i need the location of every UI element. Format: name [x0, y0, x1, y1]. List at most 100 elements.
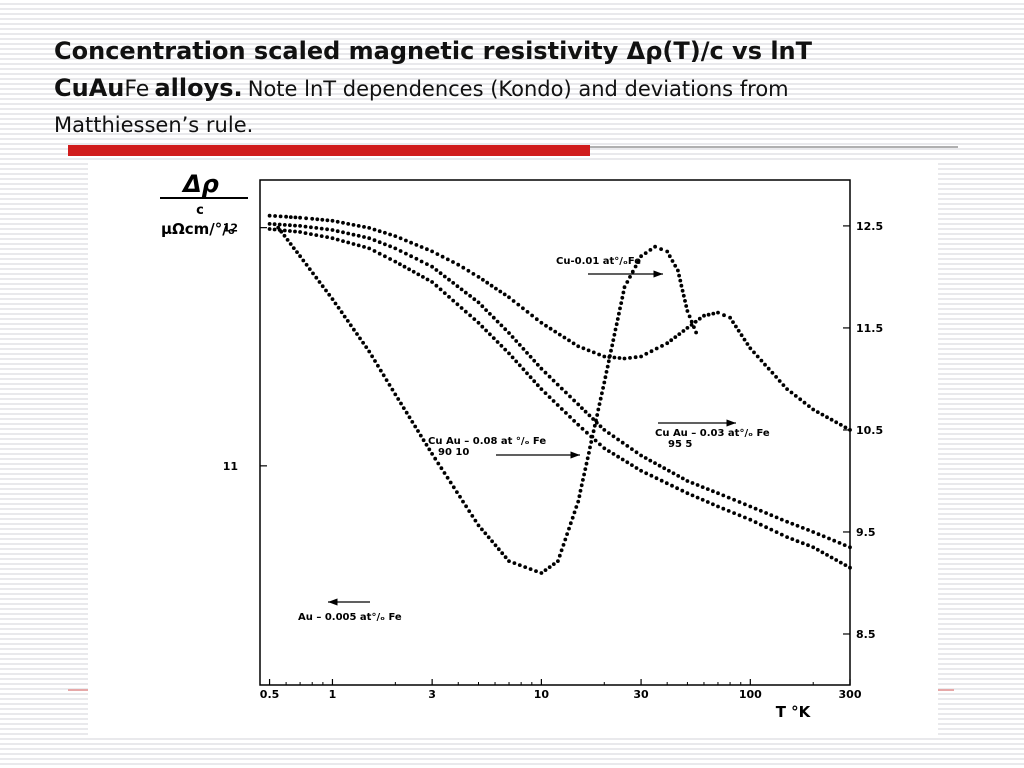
data-point: [662, 466, 667, 471]
data-point: [617, 356, 622, 360]
data-point: [383, 242, 387, 247]
data-point: [293, 215, 298, 220]
data-point: [690, 493, 695, 498]
data-point: [848, 428, 852, 432]
data-point: [279, 229, 284, 234]
data-point: [455, 490, 459, 494]
data-point: [455, 302, 460, 307]
data-point: [480, 324, 485, 329]
data-point: [358, 336, 362, 341]
data-point: [766, 366, 771, 371]
annotation-cu-label: Cu-0.01 at°/ₒFe: [556, 256, 641, 267]
data-point: [664, 481, 669, 486]
data-point: [430, 264, 434, 269]
data-point: [288, 229, 292, 233]
data-point: [722, 313, 726, 318]
data-point: [319, 226, 324, 231]
data-point: [372, 227, 377, 232]
data-point: [451, 260, 455, 264]
data-point: [837, 541, 842, 545]
data-point: [525, 371, 529, 376]
data-point: [284, 214, 288, 219]
data-point: [404, 251, 408, 256]
data-point: [832, 538, 837, 543]
data-point: [467, 509, 472, 513]
data-point: [795, 539, 800, 544]
data-point: [611, 452, 616, 456]
data-point: [737, 500, 742, 504]
series-2: [267, 227, 852, 570]
y-label-c: c: [196, 203, 204, 218]
data-point: [633, 264, 638, 269]
data-point: [816, 532, 821, 537]
data-point: [576, 402, 581, 407]
data-point: [547, 374, 552, 379]
data-point: [404, 410, 409, 415]
x-tick-label: 300: [839, 688, 862, 701]
data-point: [716, 504, 720, 509]
data-point: [678, 278, 683, 283]
data-point: [571, 341, 576, 346]
data-point: [480, 304, 485, 309]
data-point: [304, 216, 308, 221]
data-point: [706, 312, 711, 317]
data-point: [559, 407, 564, 411]
x-axis-label: T °K: [776, 703, 812, 721]
data-point: [543, 370, 548, 375]
data-point: [848, 565, 852, 570]
data-point: [451, 281, 456, 285]
data-point: [295, 250, 299, 254]
x-tick-label: 100: [739, 688, 762, 701]
data-point: [378, 368, 383, 373]
data-point: [421, 438, 426, 443]
y-axis-label: Δρ c μΩcm/°/ₒ: [160, 170, 248, 238]
data-point: [625, 280, 630, 284]
data-point: [689, 319, 694, 324]
data-point: [425, 247, 429, 252]
data-point: [574, 505, 579, 509]
left-axis-ticks: 12 11: [223, 222, 267, 473]
data-point: [293, 223, 297, 228]
data-point: [594, 418, 598, 423]
x-tick-label: 0.5: [260, 688, 280, 701]
x-tick-label: 30: [633, 688, 649, 701]
data-point: [748, 346, 753, 351]
data-point: [716, 491, 720, 496]
data-point: [597, 352, 601, 357]
data-point: [769, 513, 774, 518]
data-point: [510, 355, 515, 360]
data-point: [619, 301, 624, 305]
data-point: [517, 563, 522, 567]
data-point: [785, 535, 789, 539]
data-point: [618, 306, 622, 311]
data-point: [685, 326, 690, 330]
data-point: [745, 342, 750, 346]
data-point: [461, 265, 466, 270]
data-point: [376, 363, 380, 368]
data-point: [743, 515, 747, 520]
data-point: [512, 561, 517, 565]
data-point: [653, 244, 657, 249]
data-point: [464, 504, 468, 509]
accent-rule-red: [68, 145, 590, 156]
data-point: [605, 364, 610, 369]
data-point: [774, 530, 779, 534]
data-point: [732, 511, 736, 515]
data-point: [451, 298, 456, 303]
data-point: [523, 565, 528, 569]
data-point: [495, 319, 500, 324]
data-point: [726, 509, 731, 513]
data-point: [572, 510, 577, 515]
data-point: [576, 499, 581, 504]
data-point: [476, 320, 481, 325]
data-point: [732, 497, 736, 502]
data-point: [288, 215, 293, 219]
data-point: [551, 562, 556, 566]
data-point: [517, 343, 522, 347]
data-point: [825, 415, 829, 420]
data-point: [654, 476, 659, 481]
data-point: [419, 245, 424, 249]
data-point: [567, 526, 571, 531]
data-point: [843, 563, 848, 567]
data-point: [301, 258, 306, 263]
